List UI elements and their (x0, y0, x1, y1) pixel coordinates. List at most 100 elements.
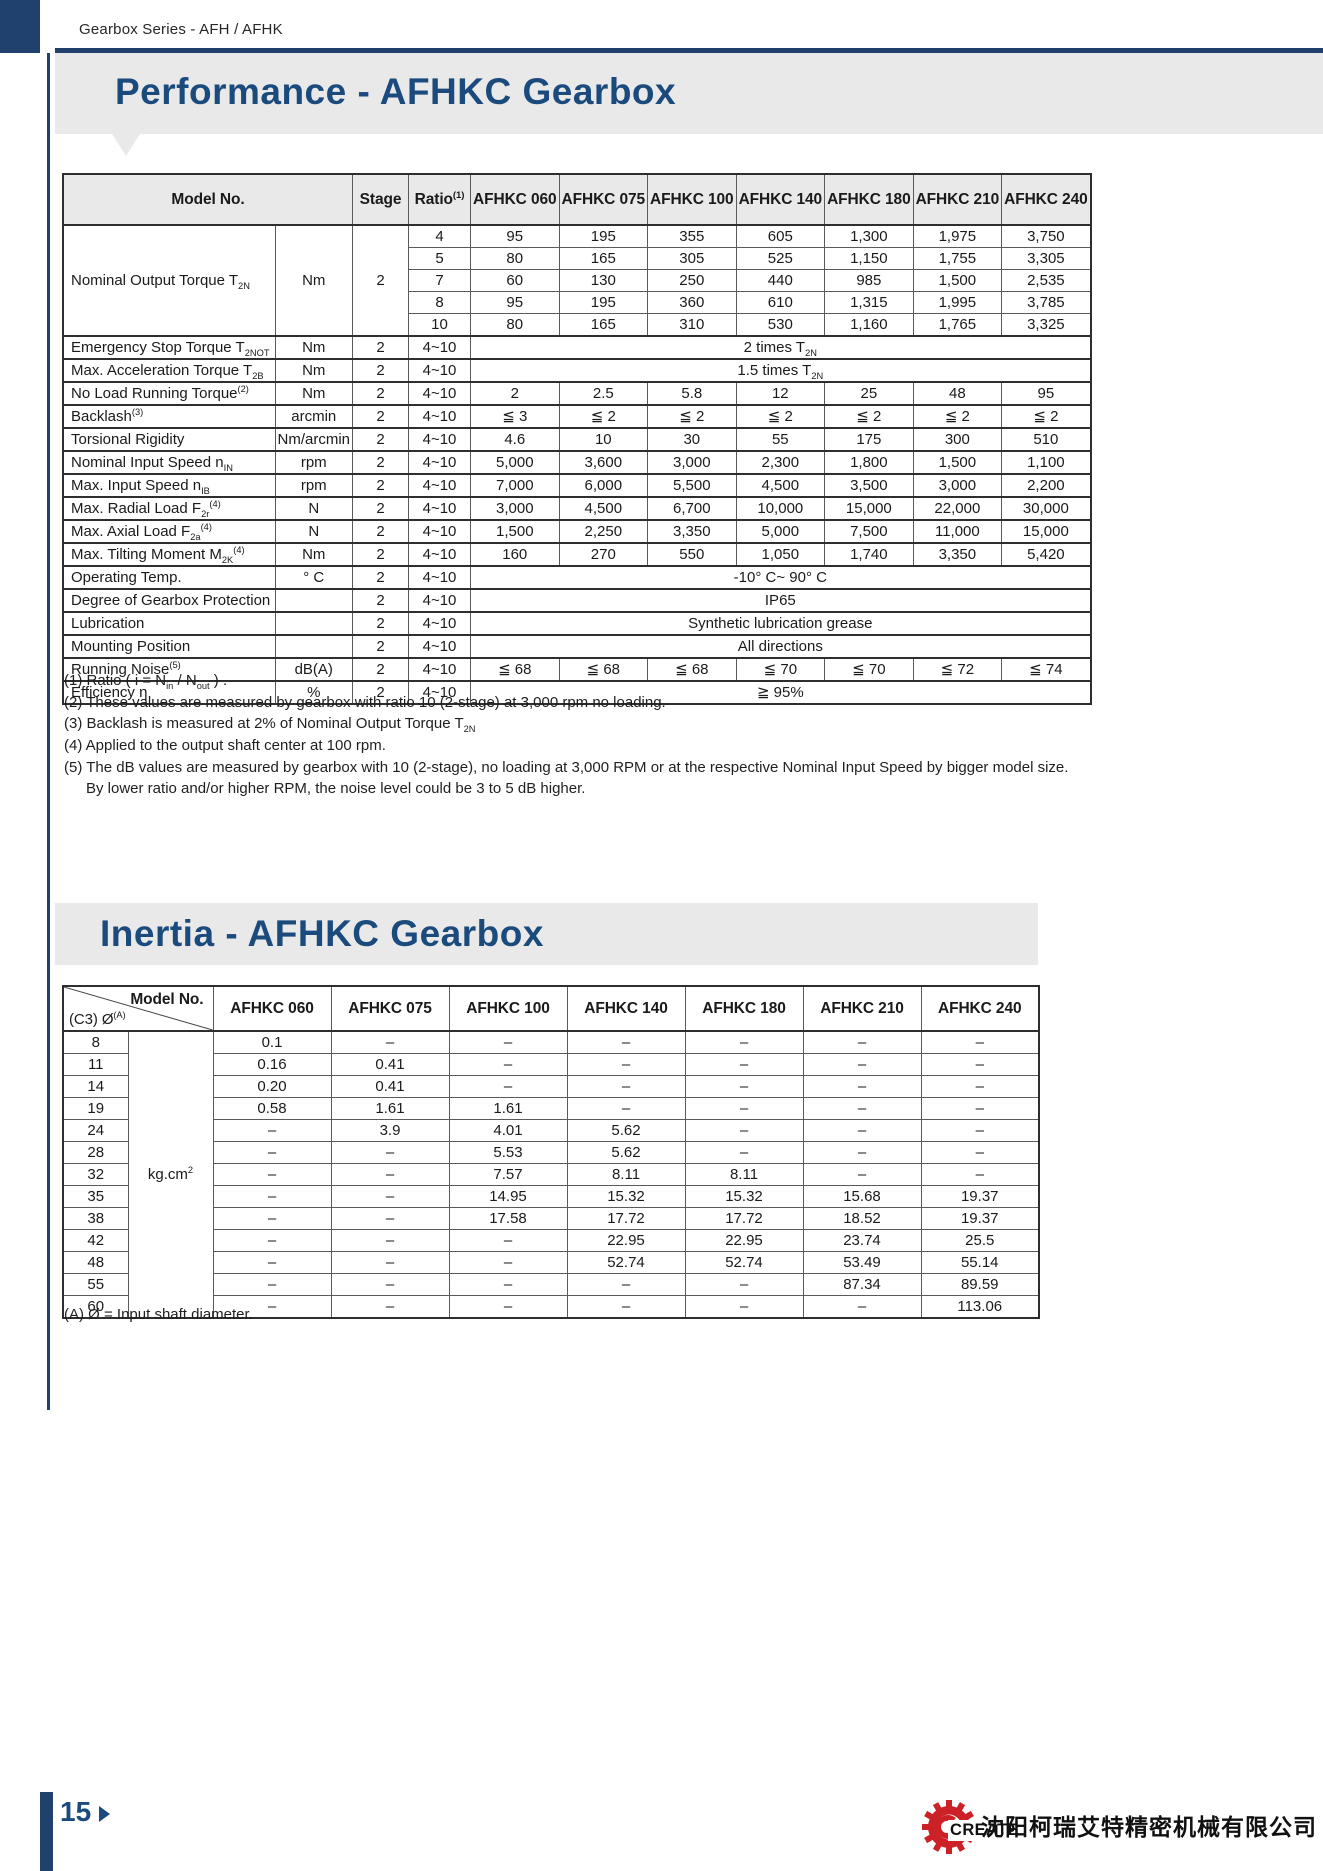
perf-row: Operating Temp. ° C 2 4~10 -10° C~ 90° C (62, 565, 1092, 590)
value-cell: – (212, 1163, 332, 1186)
value-cell: 30 (647, 427, 737, 452)
value-cell: 25.5 (920, 1229, 1040, 1252)
value-cell: 160 (470, 542, 560, 567)
value-cell: – (566, 1030, 686, 1054)
value-cell: 305 (647, 247, 737, 270)
value-cell: 30,000 (1001, 496, 1092, 521)
left-margin-line (47, 53, 50, 1410)
value-cell: 1.61 (448, 1097, 568, 1120)
span-value-cell: 2 times T2N (470, 335, 1092, 360)
inertia-header-model: AFHKC 075 (330, 985, 450, 1032)
perf-row: Nominal Input Speed nIN rpm 2 4~10 5,000 3,60… (62, 450, 1092, 475)
performance-table: Model No. Stage Ratio(1) AFHKC 060 AFHKC 075… (62, 173, 1092, 705)
value-cell: 5,500 (647, 473, 737, 498)
value-cell: – (684, 1030, 804, 1054)
value-cell: 3,000 (647, 450, 737, 475)
inertia-row: 38– –17.58 17.72 17.72 18.52 19.37 (62, 1207, 1040, 1230)
stage-cell: 2 (352, 404, 410, 429)
value-cell: – (920, 1141, 1040, 1164)
value-cell: 2,300 (735, 450, 826, 475)
value-cell: – (212, 1119, 332, 1142)
perf-header-model: AFHKC 075 (558, 173, 649, 226)
value-cell: – (448, 1273, 568, 1296)
unit-cell: ° C (274, 565, 354, 590)
company-logo: CREATE (920, 1798, 1110, 1860)
diagonal-divider (64, 987, 213, 1030)
value-cell: 8.11 (684, 1163, 804, 1186)
ratio-cell: 8 (408, 291, 472, 314)
stage-cell: 2 (352, 634, 410, 659)
header-rule (55, 48, 1323, 53)
value-cell: 15.32 (566, 1185, 686, 1208)
value-cell: 48 (912, 381, 1003, 406)
value-cell: 3,500 (824, 473, 914, 498)
ratio-cell: 4~10 (408, 496, 472, 521)
value-cell: ≦ 2 (824, 404, 914, 429)
unit-cell: Nm (274, 224, 354, 337)
logo-text: CREATE (948, 1820, 1022, 1841)
unit-cell (274, 588, 354, 613)
value-cell: – (330, 1229, 450, 1252)
value-cell: 525 (735, 247, 826, 270)
perf-row: Max. Axial Load F2a(4) N 2 4~10 1,500 2,250 3,… (62, 519, 1092, 544)
value-cell: 2,200 (1001, 473, 1092, 498)
value-cell: 53.49 (802, 1251, 922, 1274)
value-cell: 4,500 (735, 473, 826, 498)
unit-cell: Nm (274, 542, 354, 567)
ratio-cell: 4~10 (408, 358, 472, 383)
stage-cell: 2 (352, 335, 410, 360)
value-cell: 3.9 (330, 1119, 450, 1142)
ratio-cell: 4~10 (408, 381, 472, 406)
inertia-title: Inertia - AFHKC Gearbox (100, 913, 544, 954)
unit-cell: rpm (274, 473, 354, 498)
value-cell: 2,535 (1001, 269, 1092, 292)
param-label: Operating Temp. (62, 565, 276, 590)
unit-cell: Nm (274, 358, 354, 383)
value-cell: 4.01 (448, 1119, 568, 1142)
stage-cell: 2 (352, 224, 410, 337)
value-cell: – (212, 1207, 332, 1230)
value-cell: 17.58 (448, 1207, 568, 1230)
footnote-line: (2) These values are measured by gearbox… (64, 693, 666, 711)
value-cell: – (684, 1097, 804, 1120)
param-label: Max. Input Speed nIB (62, 473, 276, 498)
value-cell: 23.74 (802, 1229, 922, 1252)
performance-footnotes: (1) Ratio ( i = Nin / Nout ) . (2) These … (64, 672, 1068, 802)
value-cell: 55 (735, 427, 826, 452)
ratio-cell: 4~10 (408, 450, 472, 475)
title-band-notch (112, 134, 140, 156)
param-label: Running Noise(5) (62, 657, 276, 682)
diameter-cell: 11 (62, 1053, 129, 1076)
value-cell: 0.41 (330, 1053, 450, 1076)
value-cell: – (330, 1295, 450, 1319)
value-cell: 3,350 (647, 519, 737, 544)
inertia-corner-cell: Model No. (C3) Ø(A) (62, 985, 214, 1032)
value-cell: 113.06 (920, 1295, 1040, 1319)
stage-cell: 2 (352, 450, 410, 475)
footnote-line: By lower ratio and/or higher RPM, the no… (86, 780, 586, 798)
value-cell: – (802, 1141, 922, 1164)
value-cell: 0.1 (212, 1030, 332, 1054)
unit-cell: Nm/arcmin (274, 427, 354, 452)
perf-row: Torsional Rigidity Nm/arcmin 2 4~10 4.6 10 30 5… (62, 427, 1092, 452)
value-cell: 0.16 (212, 1053, 332, 1076)
unit-cell: Nm (274, 335, 354, 360)
value-cell: 2 (470, 381, 560, 406)
inertia-row: 14 0.20 0.41– – – – – (62, 1075, 1040, 1098)
diameter-cell: 60 (62, 1295, 129, 1319)
ratio-cell: 5 (408, 247, 472, 270)
diameter-cell: 38 (62, 1207, 129, 1230)
stage-cell: 2 (352, 565, 410, 590)
company-name: 沈阳柯瑞艾特精密机械有限公司 (981, 1815, 1317, 1841)
ratio-cell: 4~10 (408, 680, 472, 705)
ratio-cell: 4~10 (408, 542, 472, 567)
performance-table-body: Nominal Output Torque T2N Nm 2 4 95 195 355 605… (62, 224, 1092, 705)
value-cell: 310 (647, 313, 737, 337)
value-cell: 95 (470, 224, 560, 248)
page-number-bar (40, 1792, 53, 1871)
perf-header-model-no: Model No. (62, 173, 354, 226)
value-cell: – (920, 1030, 1040, 1054)
performance-table-head: Model No. Stage Ratio(1) AFHKC 060 AFHKC 075… (62, 173, 1092, 226)
diameter-cell: 55 (62, 1273, 129, 1296)
param-label: Max. Acceleration Torque T2B (62, 358, 276, 383)
